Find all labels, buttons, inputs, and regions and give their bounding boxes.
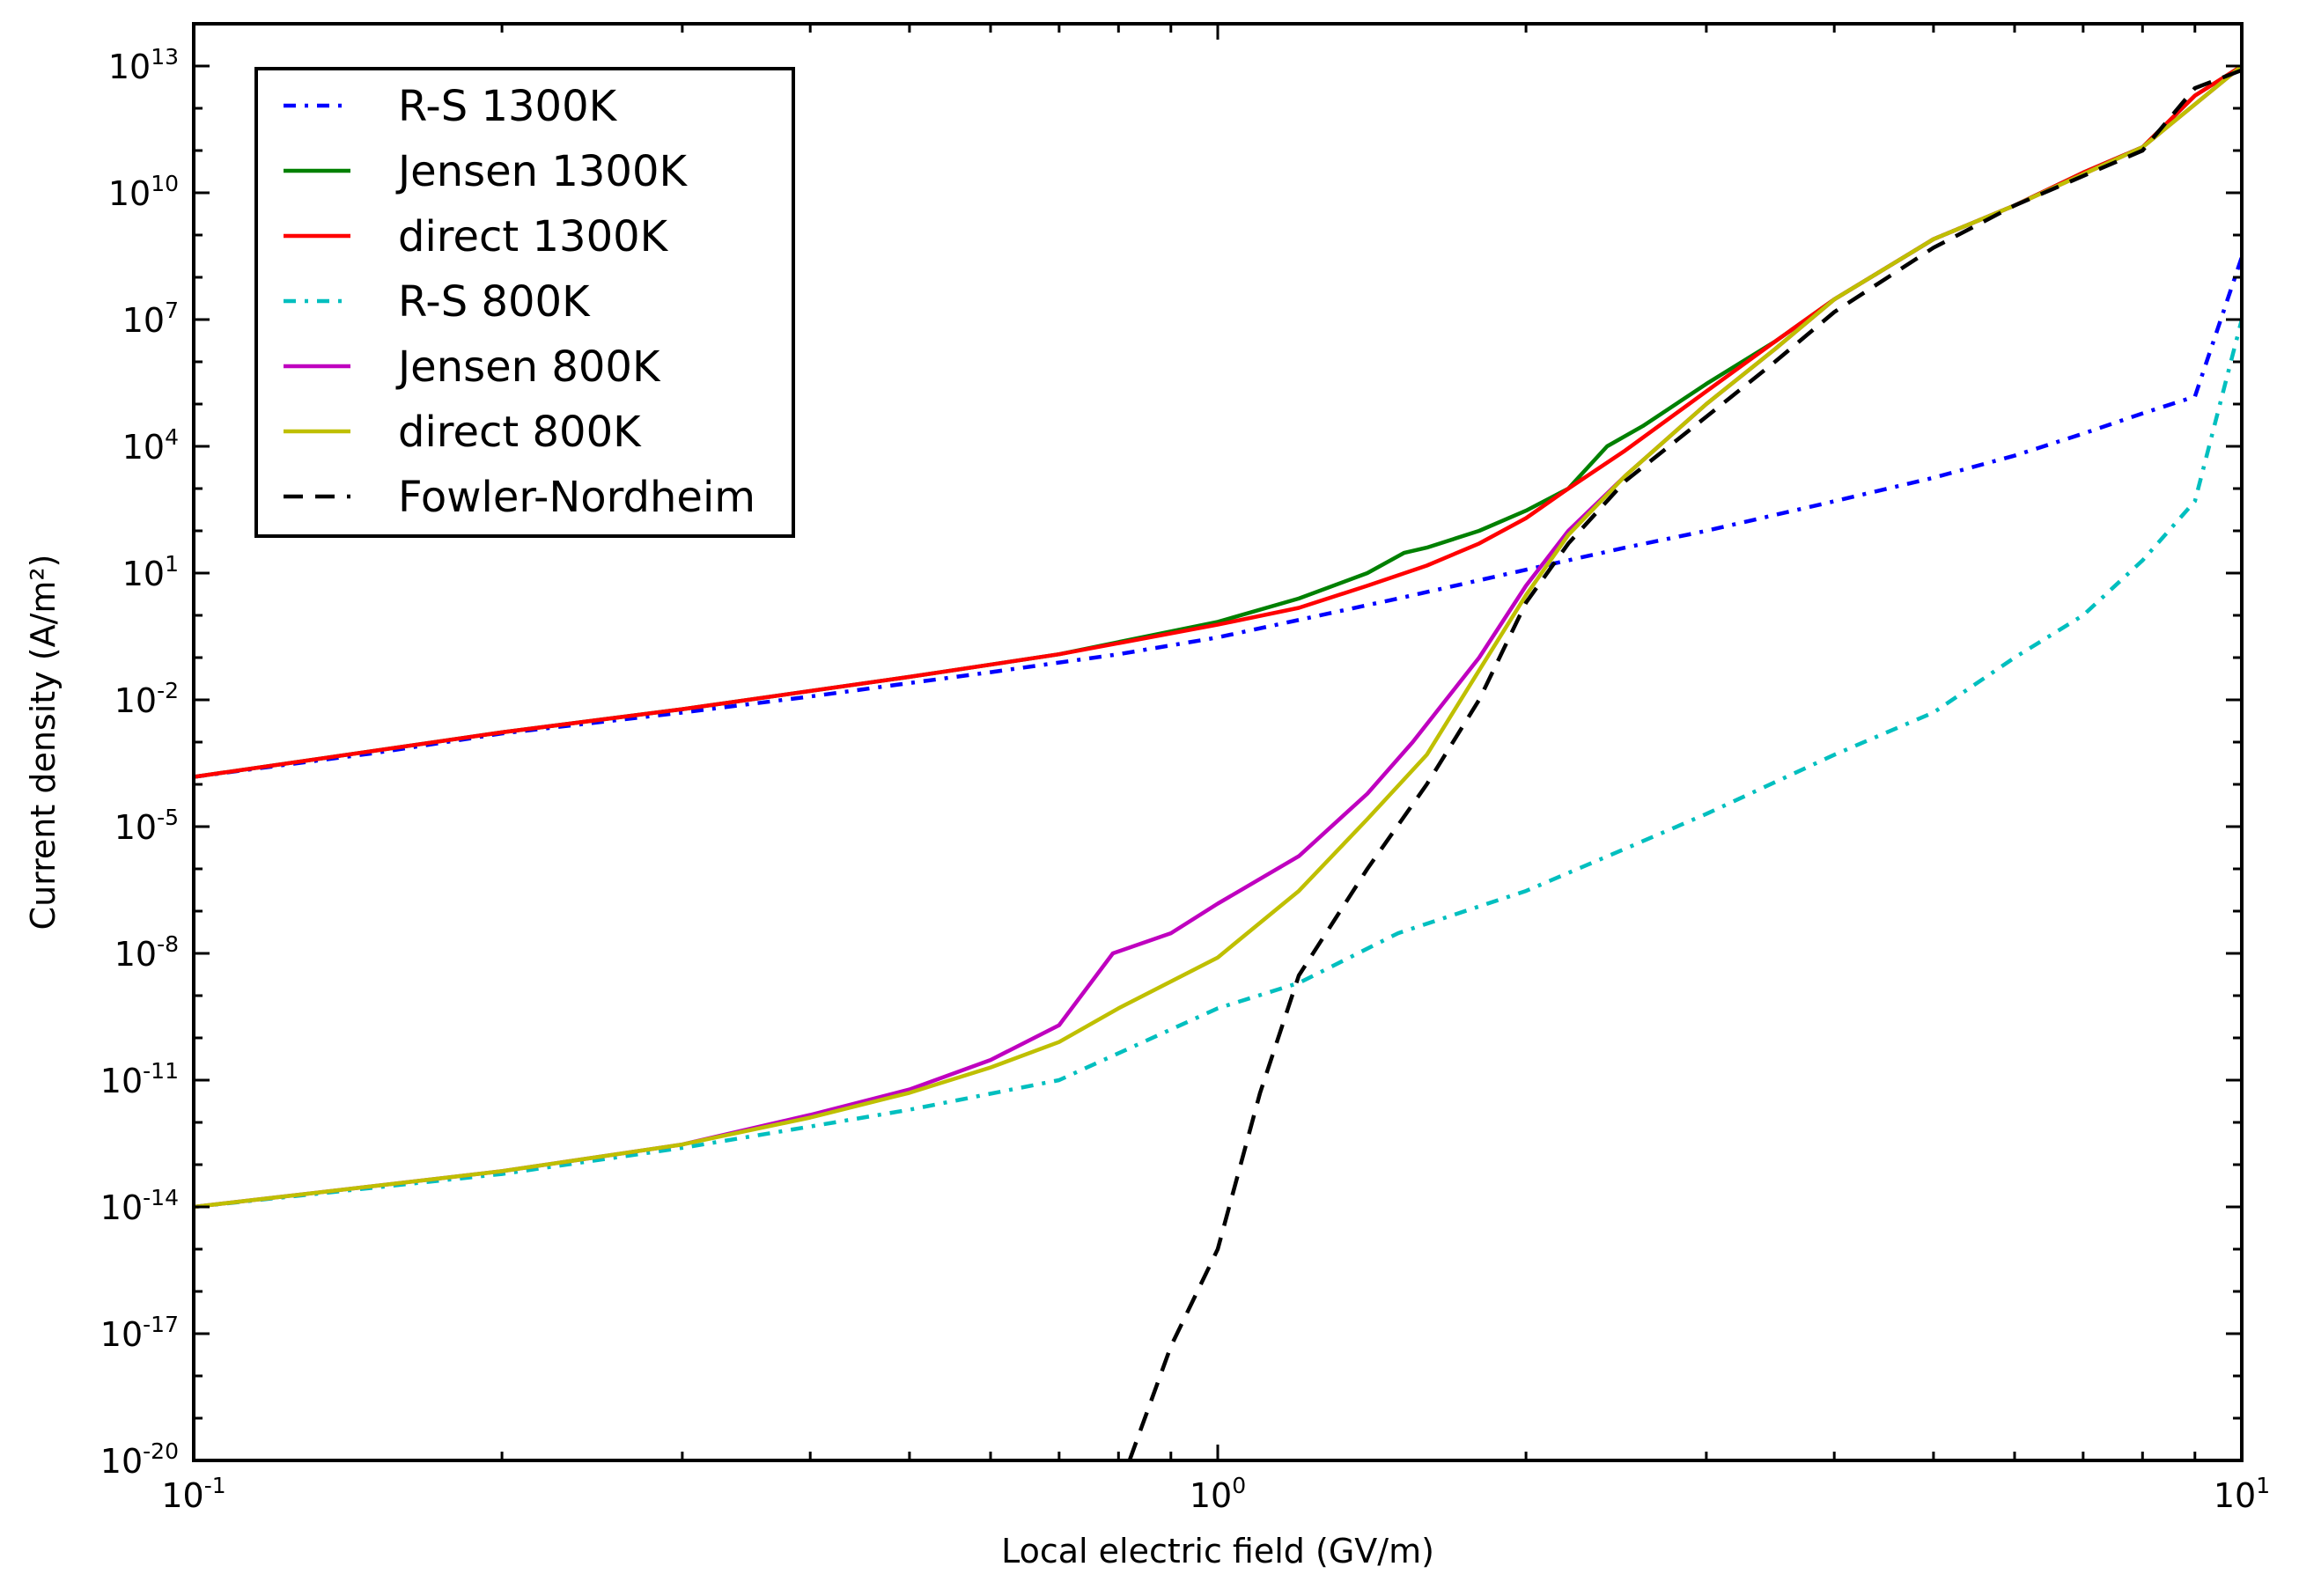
legend-label: direct 800K — [398, 408, 642, 457]
legend-label: direct 1300K — [398, 212, 669, 261]
y-tick-label: 10-5 — [114, 805, 179, 847]
x-tick-label: 10-1 — [161, 1473, 225, 1515]
series-line-7 — [1127, 68, 2242, 1460]
x-tick-label: 100 — [1190, 1473, 1246, 1515]
y-tick-label: 10-17 — [100, 1312, 179, 1354]
y-tick-label: 104 — [122, 424, 179, 467]
y-tick-label: 1010 — [108, 171, 179, 213]
legend-label: Fowler-Nordheim — [398, 473, 755, 522]
legend-box — [254, 67, 795, 538]
legend-label: R-S 1300K — [398, 82, 618, 131]
legend: R-S 1300K Jensen 1300K direct 1300K R-S 800… — [254, 67, 795, 538]
legend-label: R-S 800K — [398, 277, 591, 327]
y-tick-label: 10-2 — [114, 678, 179, 720]
y-tick-label: 10-14 — [100, 1185, 179, 1227]
ticks-layer: 10-20 10-17 10-14 10-11 10-8 10-5 10-2 101 104 10… — [100, 22, 2270, 1515]
x-axis-label: Local electric field (GV/m) — [1001, 1532, 1434, 1570]
y-tick-label: 10-11 — [100, 1058, 179, 1100]
y-tick-label: 10-8 — [114, 931, 179, 974]
series-line-4 — [194, 319, 2242, 1210]
y-tick-label: 10-20 — [100, 1438, 179, 1481]
series-line-6 — [194, 64, 2242, 1210]
y-axis-label: Current density (A/m²) — [24, 555, 63, 930]
series-layer — [194, 64, 2242, 1460]
y-tick-label: 101 — [122, 551, 179, 593]
x-tick-label: 101 — [2214, 1473, 2270, 1515]
series-line-1 — [194, 256, 2242, 779]
y-tick-label: 1013 — [108, 44, 179, 86]
legend-label: Jensen 1300K — [395, 147, 688, 196]
y-tick-label: 107 — [122, 298, 179, 340]
legend-label: Jensen 800K — [395, 342, 661, 392]
